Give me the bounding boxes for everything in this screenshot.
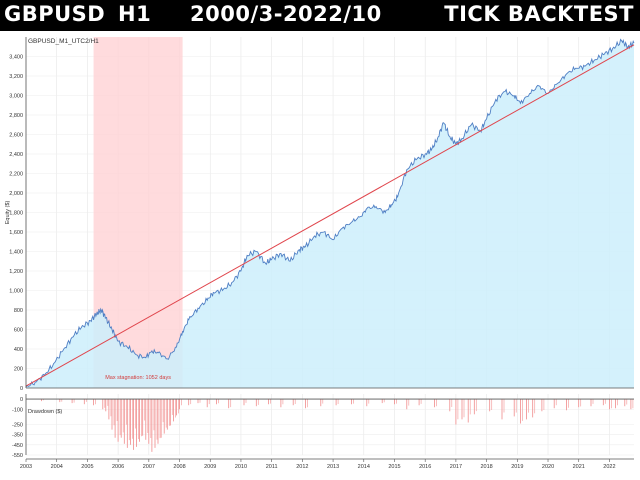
equity-chart-title: GBPUSD_M1_UTC2/H1 xyxy=(28,38,99,45)
x-tick-label: 2014 xyxy=(358,464,370,470)
banner-timeframe: H1 xyxy=(118,2,152,26)
equity-y-tick-label: 2,600 xyxy=(9,133,23,139)
equity-y-tick-label: 1,600 xyxy=(9,230,23,236)
x-tick-label: 2008 xyxy=(173,464,185,470)
equity-y-tick-label: 1,400 xyxy=(9,250,23,256)
drawdown-y-tick-label: 0 xyxy=(20,397,23,403)
drawdown-y-tick-label: -550 xyxy=(12,453,23,459)
equity-y-tick-label: 1,200 xyxy=(9,269,23,275)
banner-symbol: GBPUSD xyxy=(4,2,106,26)
equity-y-tick-label: 600 xyxy=(14,328,23,334)
backtest-chart: Max stagnation: 1052 days GBPUSD_M1_UTC2… xyxy=(0,31,640,480)
drawdown-y-tick-label: -250 xyxy=(12,423,23,429)
x-tick-label: 2011 xyxy=(266,464,278,470)
x-tick-label: 2021 xyxy=(573,464,585,470)
equity-y-tick-label: 3,400 xyxy=(9,55,23,61)
equity-y-tick-label: 1,800 xyxy=(9,211,23,217)
equity-y-tick-label: 3,000 xyxy=(9,94,23,100)
drawdown-y-tick-label: -100 xyxy=(12,407,23,413)
x-tick-label: 2005 xyxy=(81,464,93,470)
x-tick-label: 2022 xyxy=(603,464,615,470)
banner-mode: TICK BACKTEST xyxy=(444,2,634,26)
x-tick-label: 2018 xyxy=(480,464,492,470)
equity-y-tick-label: 800 xyxy=(14,308,23,314)
banner-period: 2000/3-2022/10 xyxy=(190,2,382,26)
equity-trend-line xyxy=(25,44,635,387)
drawdown-y-tick-label: -350 xyxy=(12,433,23,439)
equity-y-tick-label: 2,400 xyxy=(9,152,23,158)
x-tick-label: 2009 xyxy=(204,464,216,470)
x-tick-label: 2004 xyxy=(51,464,63,470)
x-tick-label: 2020 xyxy=(542,464,554,470)
equity-line xyxy=(25,38,635,388)
equity-y-tick-label: 1,000 xyxy=(9,289,23,295)
stagnation-label: Max stagnation: 1052 days xyxy=(105,375,171,381)
equity-axis-label: Equity ($) xyxy=(5,201,11,225)
equity-y-tick-label: 200 xyxy=(14,367,23,373)
banner: GBPUSD H1 2000/3-2022/10 TICK BACKTEST xyxy=(0,0,640,31)
x-tick-label: 2019 xyxy=(511,464,523,470)
equity-y-tick-label: 2,800 xyxy=(9,113,23,119)
x-tick-label: 2003 xyxy=(20,464,32,470)
equity-y-tick-label: 0 xyxy=(20,386,23,392)
x-tick-label: 2012 xyxy=(296,464,308,470)
equity-area xyxy=(26,39,634,389)
equity-y-tick-label: 3,200 xyxy=(9,74,23,80)
equity-y-tick-label: 2,200 xyxy=(9,172,23,178)
x-tick-label: 2007 xyxy=(143,464,155,470)
equity-y-tick-label: 2,000 xyxy=(9,191,23,197)
equity-y-tick-label: 400 xyxy=(14,347,23,353)
x-tick-label: 2015 xyxy=(388,464,400,470)
x-tick-label: 2010 xyxy=(235,464,247,470)
x-tick-label: 2006 xyxy=(112,464,124,470)
x-tick-label: 2013 xyxy=(327,464,339,470)
x-tick-label: 2016 xyxy=(419,464,431,470)
x-tick-label: 2017 xyxy=(450,464,462,470)
drawdown-y-tick-label: -450 xyxy=(12,443,23,449)
drawdown-axis-label: Drawdown ($) xyxy=(28,409,62,415)
